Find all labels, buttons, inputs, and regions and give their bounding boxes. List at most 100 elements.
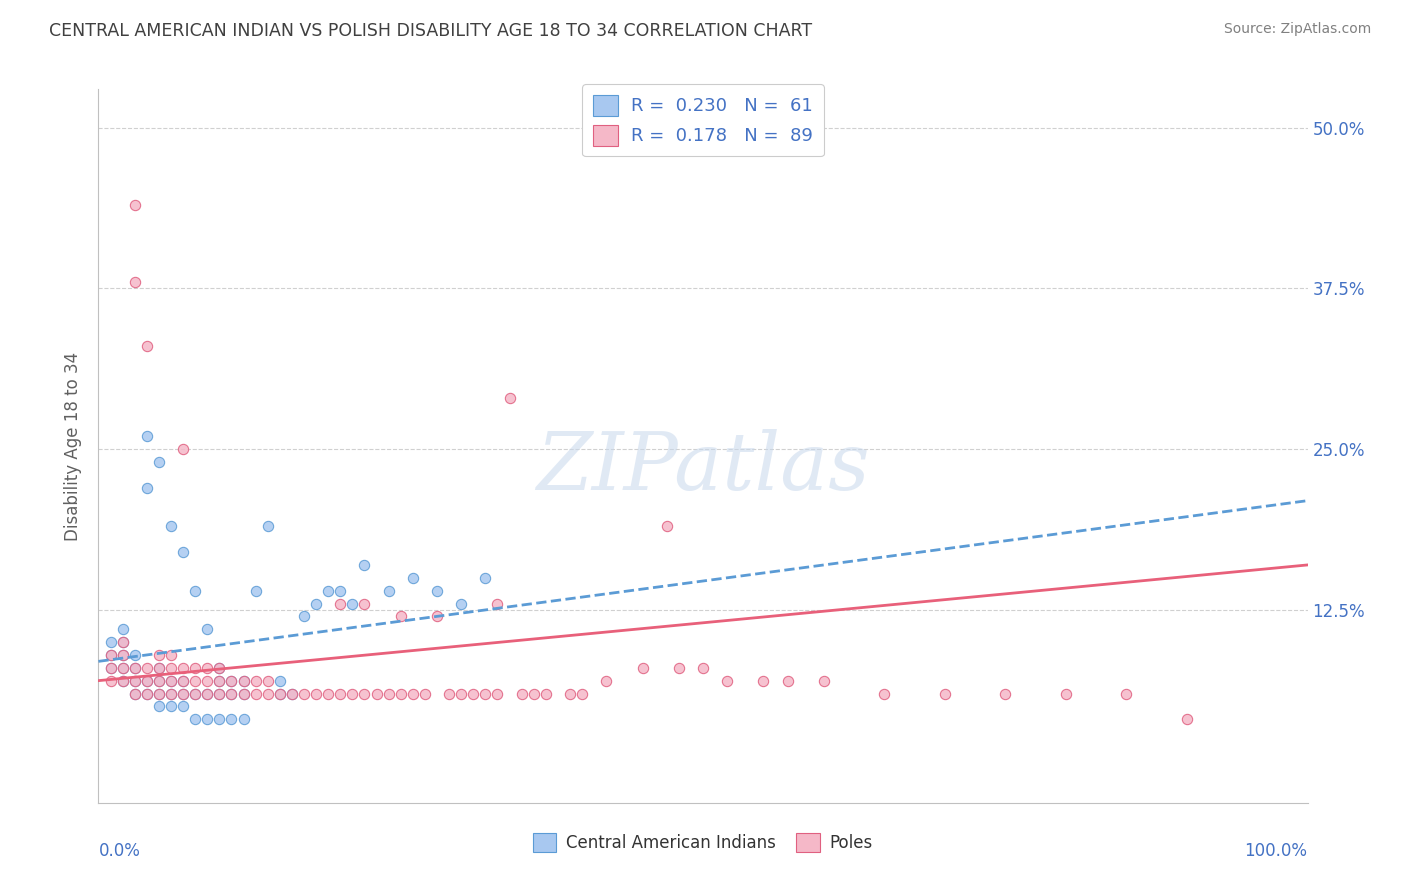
Point [221, 686, 243, 700]
Point [232, 686, 254, 700]
Point [124, 661, 146, 675]
Point [208, 661, 231, 675]
Point [450, 686, 472, 700]
Point [353, 597, 375, 611]
Point [353, 558, 375, 572]
Point [463, 686, 485, 700]
Point [195, 686, 218, 700]
Point [292, 609, 315, 624]
Point [111, 635, 134, 649]
Point [195, 622, 218, 636]
Point [316, 583, 339, 598]
Point [245, 583, 267, 598]
Point [221, 673, 243, 688]
Point [329, 583, 352, 598]
Point [510, 686, 533, 700]
Point [245, 686, 267, 700]
Point [256, 519, 278, 533]
Point [256, 673, 278, 688]
Text: 100.0%: 100.0% [1244, 842, 1308, 860]
Point [124, 648, 146, 662]
Point [160, 661, 183, 675]
Point [195, 712, 218, 726]
Point [486, 597, 509, 611]
Point [160, 686, 183, 700]
Point [160, 519, 183, 533]
Point [366, 686, 388, 700]
Point [450, 597, 472, 611]
Point [281, 686, 304, 700]
Point [172, 442, 194, 457]
Point [342, 597, 364, 611]
Point [221, 673, 243, 688]
Point [135, 339, 157, 353]
Point [269, 686, 291, 700]
Point [269, 673, 291, 688]
Point [232, 686, 254, 700]
Point [1115, 686, 1137, 700]
Point [208, 673, 231, 688]
Point [160, 673, 183, 688]
Point [752, 673, 775, 688]
Text: 0.0%: 0.0% [98, 842, 141, 860]
Point [172, 699, 194, 714]
Point [256, 686, 278, 700]
Point [184, 583, 207, 598]
Point [124, 661, 146, 675]
Point [221, 686, 243, 700]
Point [135, 673, 157, 688]
Point [111, 635, 134, 649]
Text: CENTRAL AMERICAN INDIAN VS POLISH DISABILITY AGE 18 TO 34 CORRELATION CHART: CENTRAL AMERICAN INDIAN VS POLISH DISABI… [49, 22, 813, 40]
Point [148, 648, 170, 662]
Point [342, 686, 364, 700]
Point [934, 686, 956, 700]
Point [413, 686, 436, 700]
Point [1175, 712, 1198, 726]
Point [135, 661, 157, 675]
Point [208, 686, 231, 700]
Point [160, 673, 183, 688]
Point [100, 661, 122, 675]
Point [172, 661, 194, 675]
Point [172, 673, 194, 688]
Point [316, 686, 339, 700]
Point [172, 673, 194, 688]
Point [111, 648, 134, 662]
Point [124, 686, 146, 700]
Y-axis label: Disability Age 18 to 34: Disability Age 18 to 34 [65, 351, 83, 541]
Point [668, 661, 690, 675]
Point [329, 597, 352, 611]
Point [148, 661, 170, 675]
Point [124, 686, 146, 700]
Point [172, 545, 194, 559]
Point [100, 635, 122, 649]
Point [232, 673, 254, 688]
Point [124, 673, 146, 688]
Point [160, 686, 183, 700]
Point [135, 673, 157, 688]
Point [486, 686, 509, 700]
Point [402, 686, 425, 700]
Point [776, 673, 799, 688]
Point [281, 686, 304, 700]
Point [389, 609, 412, 624]
Point [402, 571, 425, 585]
Point [148, 455, 170, 469]
Point [426, 609, 449, 624]
Point [111, 661, 134, 675]
Point [100, 661, 122, 675]
Point [377, 686, 399, 700]
Point [389, 686, 412, 700]
Point [208, 673, 231, 688]
Point [329, 686, 352, 700]
Point [184, 686, 207, 700]
Point [523, 686, 546, 700]
Point [184, 712, 207, 726]
Point [135, 686, 157, 700]
Point [245, 673, 267, 688]
Point [437, 686, 460, 700]
Point [100, 648, 122, 662]
Point [1054, 686, 1077, 700]
Point [873, 686, 896, 700]
Point [813, 673, 835, 688]
